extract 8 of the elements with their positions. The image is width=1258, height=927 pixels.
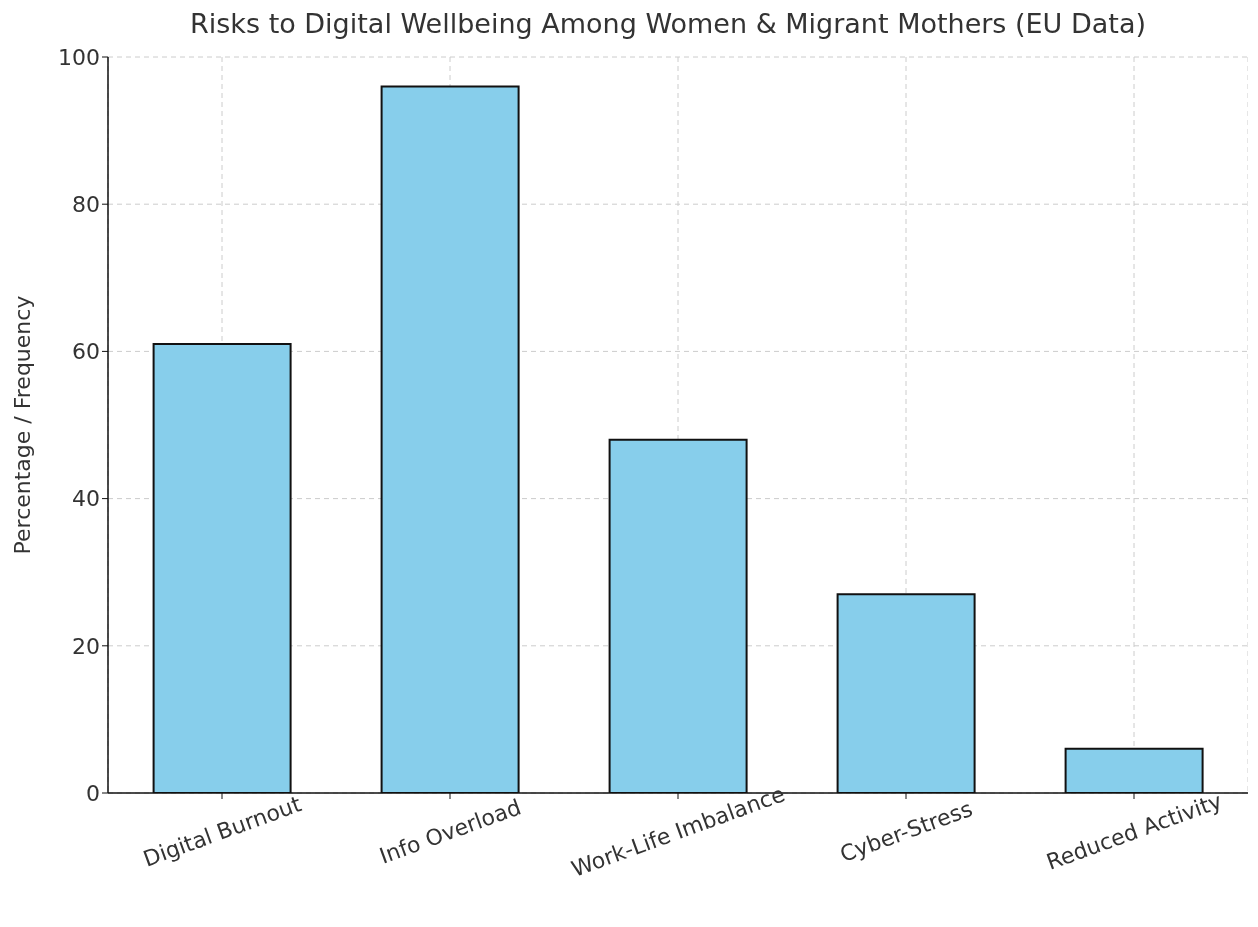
y-tick-label: 100 — [58, 44, 100, 70]
y-tick-label: 20 — [72, 633, 100, 659]
y-tick-label: 60 — [72, 339, 100, 365]
y-tick-label: 0 — [86, 780, 100, 806]
y-tick-label: 40 — [72, 486, 100, 512]
chart-title: Risks to Digital Wellbeing Among Women & Migrant Mothers (EU Data) — [189, 8, 1147, 39]
y-axis-title: Percentage / Frequency — [9, 295, 35, 555]
y-tick-label: 80 — [72, 192, 100, 218]
